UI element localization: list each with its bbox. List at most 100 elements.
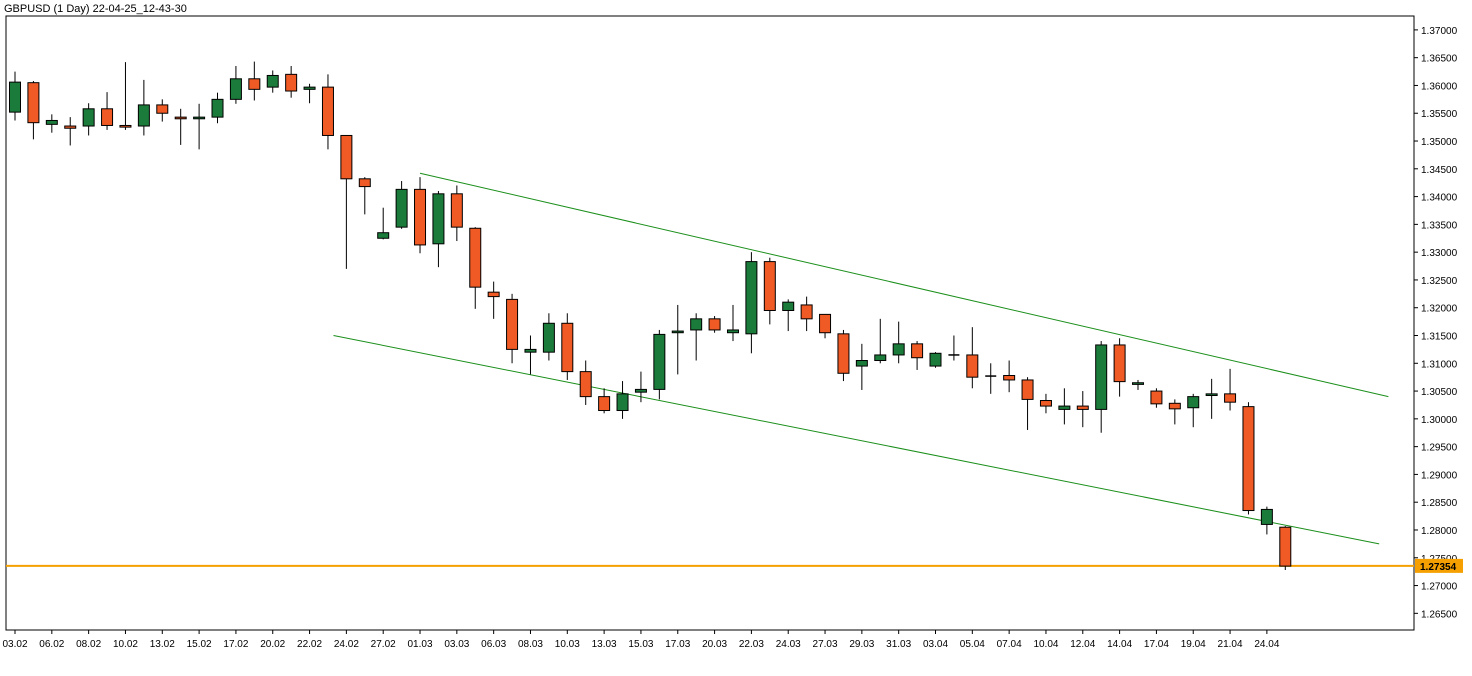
- candle-body: [229, 78, 242, 100]
- candle-body: [82, 108, 95, 127]
- candle-body: [819, 313, 832, 334]
- candle-body: [579, 371, 592, 398]
- candle: [782, 299, 795, 332]
- candle: [1095, 341, 1108, 433]
- candle-body: [156, 104, 169, 114]
- candle-body: [174, 116, 187, 120]
- candle-body: [1168, 402, 1181, 410]
- x-tick-label: 29.03: [849, 639, 874, 650]
- candle-body: [1076, 405, 1089, 410]
- candle-body: [1260, 508, 1273, 525]
- x-tick-label: 17.04: [1144, 639, 1169, 650]
- candle-body: [763, 261, 776, 311]
- candle: [266, 70, 279, 93]
- candle: [285, 66, 298, 98]
- x-tick-label: 03.04: [923, 639, 948, 650]
- candle: [1113, 338, 1126, 397]
- y-tick-label: 1.31500: [1421, 332, 1458, 343]
- candle: [395, 181, 408, 229]
- candle: [82, 103, 95, 136]
- candle: [1003, 360, 1016, 393]
- candle: [450, 185, 463, 242]
- y-tick-label: 1.26500: [1421, 609, 1458, 620]
- candle: [726, 304, 739, 342]
- candle-body: [726, 329, 739, 334]
- candle-body: [101, 108, 114, 126]
- candle: [414, 177, 427, 254]
- candle: [174, 108, 187, 145]
- candle: [340, 134, 353, 269]
- x-axis: 03.02 06.02 08.02 10.02 13.02 15.02 17.02 20.02…: [2, 630, 1280, 650]
- candle-body: [377, 232, 390, 239]
- y-tick-label: 1.30500: [1421, 387, 1458, 398]
- y-axis: 1.37000 1.36500 1.36000 1.35500 1.35000 1.345…: [1414, 26, 1458, 620]
- y-tick-label: 1.36000: [1421, 81, 1458, 92]
- candle-body: [64, 125, 77, 129]
- x-tick-label: 08.03: [518, 639, 543, 650]
- candle: [321, 74, 334, 150]
- x-tick-label: 10.02: [113, 639, 138, 650]
- current-price-label-bg: [1415, 558, 1463, 573]
- candle-body: [193, 116, 206, 120]
- candle-body: [487, 291, 500, 298]
- candle: [985, 363, 997, 394]
- x-tick-label: 27.03: [813, 639, 838, 650]
- candle-body: [911, 343, 924, 359]
- candle: [1279, 526, 1292, 570]
- x-tick-label: 22.03: [739, 639, 764, 650]
- candle-body: [966, 354, 979, 378]
- candle: [1039, 393, 1052, 414]
- candle-body: [874, 354, 887, 362]
- candle: [579, 360, 592, 405]
- candle-body: [1187, 396, 1200, 409]
- x-tick-label: 03.03: [444, 639, 469, 650]
- x-tick-label: 15.03: [628, 639, 653, 650]
- y-tick-label: 1.32000: [1421, 304, 1458, 315]
- candle: [248, 61, 261, 101]
- y-tick-label: 1.34500: [1421, 165, 1458, 176]
- candle: [561, 313, 574, 380]
- title-background: [0, 0, 200, 15]
- x-tick-label: 24.02: [334, 639, 359, 650]
- y-tick-label: 1.32500: [1421, 276, 1458, 287]
- candle-body: [653, 333, 666, 390]
- candle-body: [1279, 526, 1292, 567]
- candle-body: [358, 178, 371, 188]
- candle: [119, 62, 132, 130]
- candle-body: [211, 98, 224, 118]
- candle: [64, 117, 77, 146]
- x-tick-label: 13.02: [150, 639, 175, 650]
- candle: [1150, 388, 1163, 408]
- candle: [763, 257, 776, 325]
- candle-body: [27, 82, 40, 124]
- candle-body: [1003, 375, 1016, 381]
- candle: [892, 321, 905, 364]
- x-tick-label: 07.04: [997, 639, 1022, 650]
- x-tick-label: 31.03: [886, 639, 911, 650]
- x-tick-label: 22.02: [297, 639, 322, 650]
- candle-body: [450, 193, 463, 228]
- candle: [377, 207, 390, 240]
- candle: [101, 92, 114, 130]
- candle: [487, 281, 500, 319]
- candle: [542, 313, 555, 361]
- candle: [1021, 377, 1034, 430]
- candle-body: [855, 360, 868, 367]
- candle-body: [929, 352, 942, 367]
- candle-body: [1150, 390, 1163, 405]
- candle-body: [837, 333, 850, 374]
- candle: [45, 114, 58, 133]
- x-tick-label: 05.04: [960, 639, 985, 650]
- x-tick-label: 21.04: [1218, 639, 1243, 650]
- candle: [1168, 399, 1181, 425]
- candle-body: [137, 104, 150, 127]
- candle: [653, 329, 666, 400]
- x-tick-label: 12.04: [1070, 639, 1095, 650]
- candle: [1132, 379, 1145, 390]
- candle-body: [561, 322, 574, 373]
- candle-body: [266, 74, 279, 88]
- candle: [1058, 388, 1071, 425]
- y-tick-label: 1.28500: [1421, 498, 1458, 509]
- candle: [1076, 391, 1089, 428]
